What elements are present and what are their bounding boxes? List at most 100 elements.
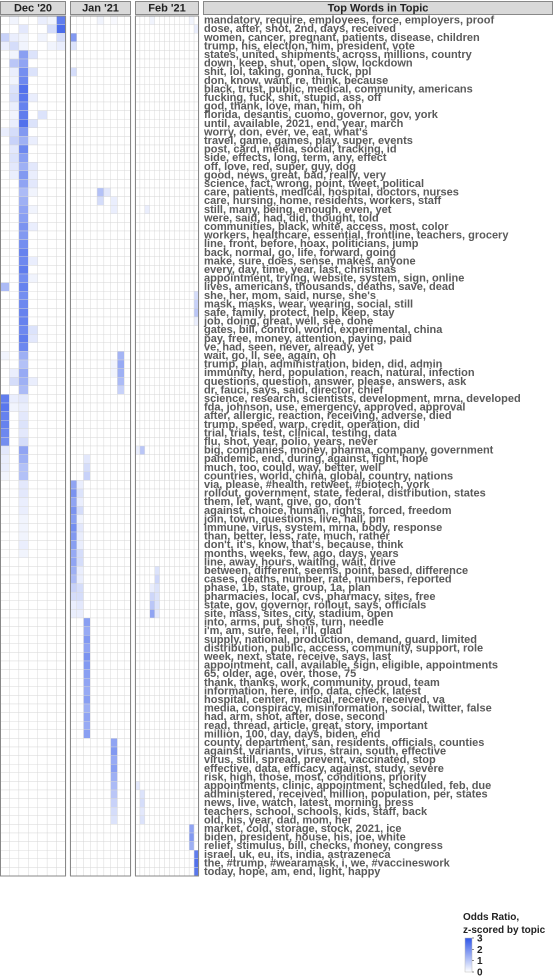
heatmap-cell [154, 626, 160, 636]
topic-label: line, away, hours, waiting, wait, drive [204, 556, 396, 568]
heatmap-cell [179, 617, 185, 627]
heatmap-cell [0, 850, 10, 860]
heatmap-cell [0, 136, 10, 146]
heatmap-cell [28, 867, 38, 877]
heatmap-cell [18, 75, 29, 85]
heatmap-cell [90, 497, 98, 507]
heatmap-cell [18, 506, 29, 516]
heatmap-cell [159, 798, 165, 808]
heatmap-cell [9, 514, 20, 524]
heatmap-cell [110, 669, 118, 679]
heatmap-cell [174, 256, 180, 266]
heatmap-cell [18, 368, 29, 378]
heatmap-cell [149, 686, 155, 696]
heatmap-cell [184, 798, 190, 808]
heatmap-cell [169, 867, 175, 877]
heatmap-cell [139, 695, 146, 705]
heatmap-cell [76, 308, 84, 318]
heatmap-cell [28, 488, 38, 498]
heatmap-cell [90, 746, 98, 756]
heatmap-cell [0, 480, 10, 490]
heatmap-cell [103, 583, 111, 593]
heatmap-cell [149, 58, 155, 68]
heatmap-cell [169, 187, 175, 197]
heatmap-cell [144, 480, 150, 490]
heatmap-cell [139, 583, 146, 593]
heatmap-cell [174, 247, 180, 257]
heatmap-cell [188, 325, 195, 335]
heatmap-cell [124, 480, 132, 490]
month-header: Jan '21 [82, 3, 119, 15]
heatmap-cell [174, 678, 180, 688]
heatmap-cell [174, 50, 180, 60]
heatmap-cell [83, 127, 91, 137]
heatmap-cell [164, 265, 170, 275]
heatmap-cell [46, 247, 57, 257]
heatmap-cell [154, 738, 160, 748]
heatmap-cell [139, 93, 146, 103]
heatmap-cell [90, 291, 98, 301]
heatmap-cell [37, 58, 48, 68]
heatmap-cell [28, 746, 38, 756]
heatmap-cell [174, 377, 180, 387]
heatmap-cell [76, 437, 84, 447]
heatmap-cell [96, 858, 105, 868]
heatmap-cell [18, 609, 29, 619]
heatmap-cell [144, 24, 150, 34]
heatmap-cell [0, 617, 10, 627]
heatmap-cell [46, 850, 57, 860]
heatmap-cell [159, 867, 165, 877]
heatmap-cell [96, 196, 105, 206]
heatmap-cell [83, 652, 91, 662]
heatmap-cell [18, 437, 29, 447]
heatmap-cell [139, 402, 146, 412]
heatmap-cell [164, 93, 170, 103]
topic-label: were, said, had, did, thought, told [203, 212, 379, 224]
heatmap-cell [28, 291, 38, 301]
heatmap-cell [154, 488, 160, 498]
heatmap-cell [103, 592, 111, 602]
heatmap-cell [56, 299, 67, 309]
heatmap-cell [110, 308, 118, 318]
heatmap-cell [56, 669, 67, 679]
heatmap-cell [117, 334, 125, 344]
heatmap-cell [110, 583, 118, 593]
heatmap-cell [149, 110, 155, 120]
heatmap-cell [0, 592, 10, 602]
heatmap-cell [164, 523, 170, 533]
heatmap-cell [56, 282, 67, 292]
heatmap-cell [154, 316, 160, 326]
heatmap-cell [117, 273, 125, 283]
heatmap-cell [46, 239, 57, 249]
heatmap-cell [184, 84, 190, 94]
heatmap-cell [76, 523, 84, 533]
heatmap-cell [9, 93, 20, 103]
heatmap-cell [169, 592, 175, 602]
heatmap-cell [28, 514, 38, 524]
heatmap-cell [76, 394, 84, 404]
heatmap-cell [184, 24, 190, 34]
heatmap-cell [103, 540, 111, 550]
heatmap-cell [179, 428, 185, 438]
heatmap-cell [154, 351, 160, 361]
heatmap-cell [164, 402, 170, 412]
month-header-box [0, 1, 66, 15]
heatmap-cell [9, 368, 20, 378]
heatmap-cell [76, 815, 84, 825]
heatmap-cell [139, 75, 146, 85]
heatmap-cell [149, 213, 155, 223]
heatmap-cell [96, 239, 105, 249]
heatmap-cell [154, 617, 160, 627]
heatmap-cell [83, 557, 91, 567]
heatmap-cell [83, 592, 91, 602]
heatmap-cell [139, 764, 146, 774]
heatmap-cell [110, 33, 118, 43]
heatmap-cell [18, 110, 29, 120]
heatmap-cell [124, 557, 132, 567]
heatmap-cell [83, 118, 91, 128]
heatmap-cell [169, 764, 175, 774]
heatmap-cell [110, 626, 118, 636]
heatmap-cell [76, 841, 84, 851]
heatmap-cell [144, 721, 150, 731]
heatmap-cell [103, 41, 111, 51]
